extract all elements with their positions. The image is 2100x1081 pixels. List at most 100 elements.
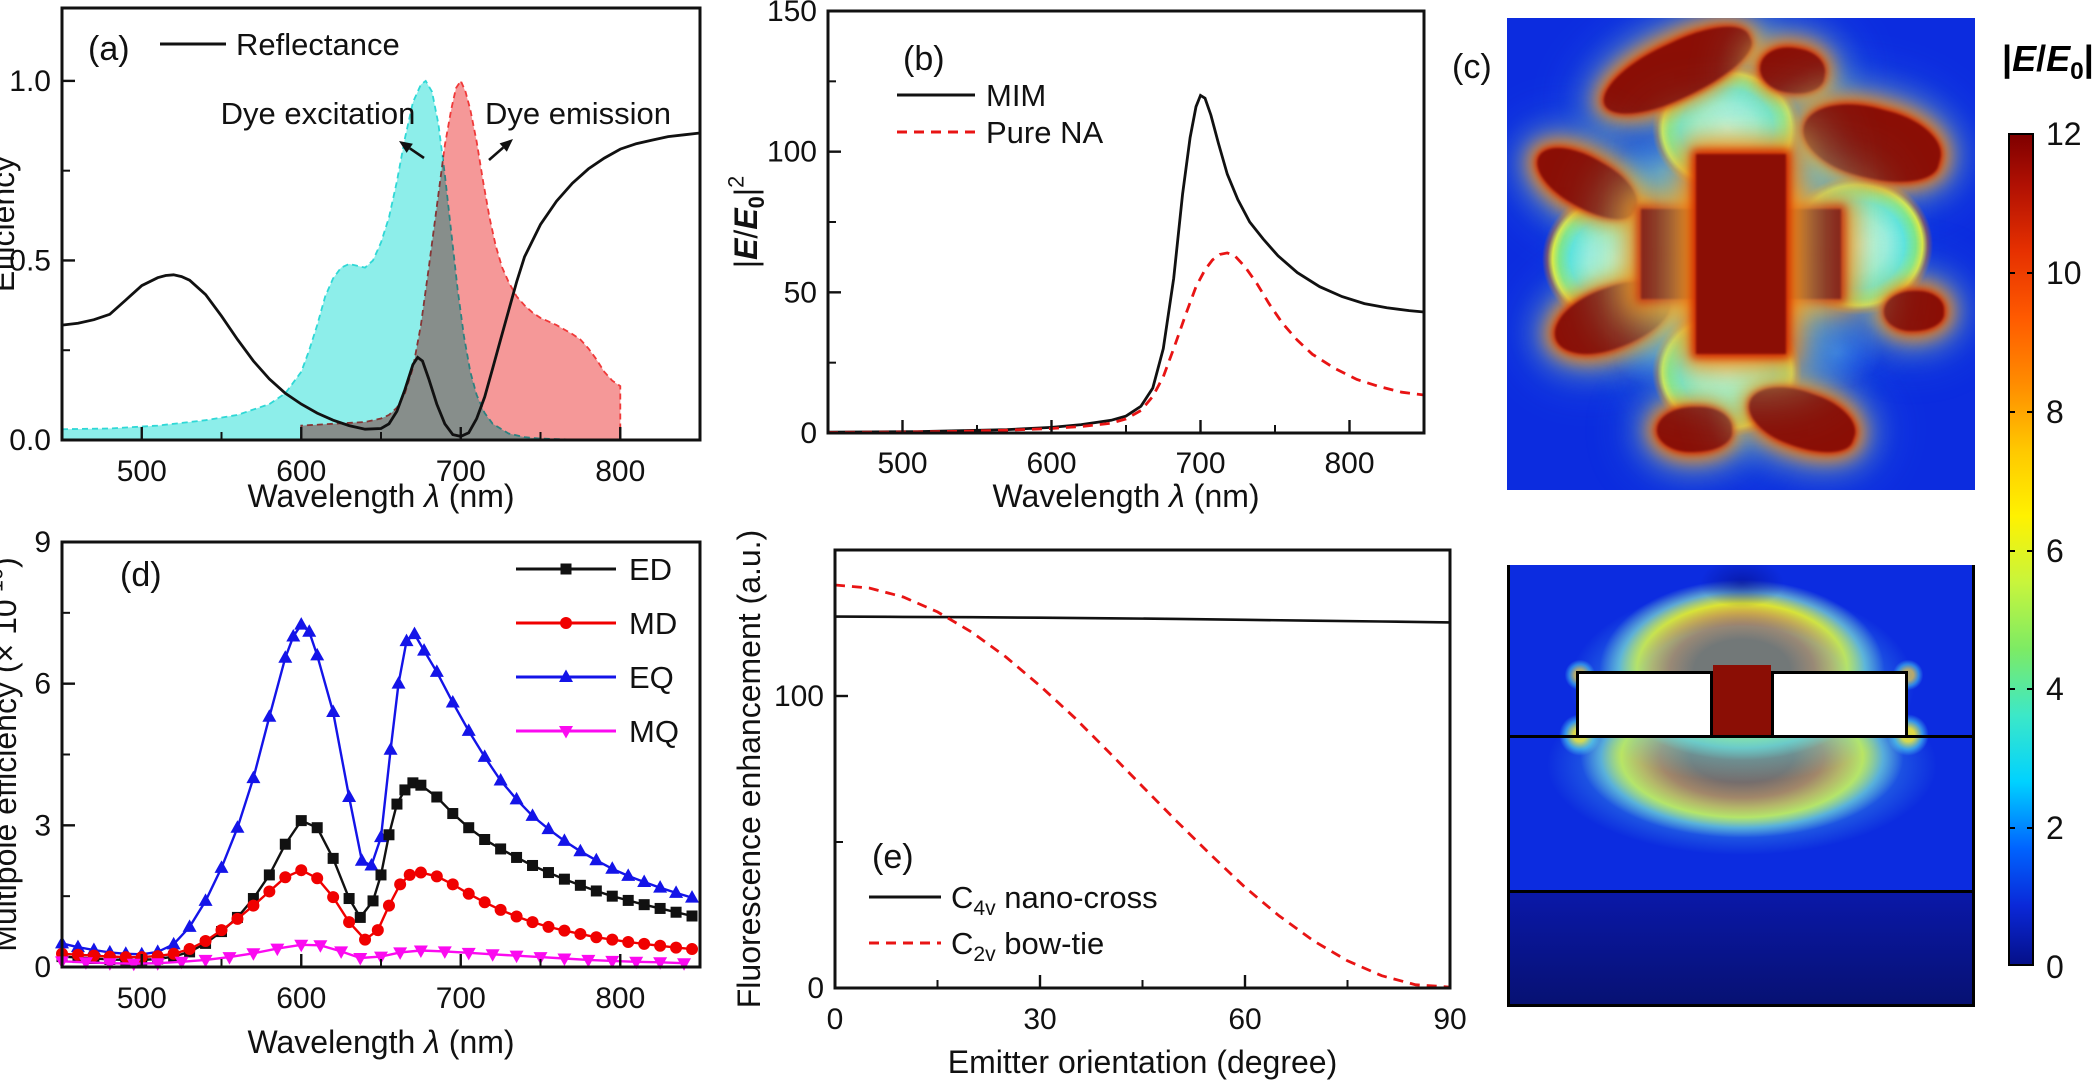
data-marker	[462, 887, 475, 900]
data-marker	[166, 936, 181, 950]
legend-label: ED	[629, 552, 672, 587]
data-marker	[461, 723, 476, 736]
data-marker	[686, 910, 698, 922]
colorbar-tick	[2008, 688, 2015, 691]
series-line-c4v-nano-cross	[834, 615, 1451, 624]
data-marker	[559, 669, 573, 682]
data-marker	[367, 895, 379, 907]
data-marker	[246, 948, 261, 961]
data-marker	[509, 791, 524, 805]
x-tick-label: 800	[595, 455, 645, 488]
data-marker	[415, 779, 427, 791]
colorbar-tick-label: 12	[2046, 116, 2082, 152]
data-marker	[605, 861, 620, 874]
axes-frame-e	[833, 548, 1452, 990]
data-marker	[558, 924, 571, 937]
colorbar-tick	[2008, 271, 2015, 274]
data-marker	[371, 924, 384, 937]
y-tick-label: 0.0	[9, 424, 51, 457]
series-markers-mq	[55, 939, 692, 972]
data-marker	[342, 789, 357, 802]
x-tick-label: 60	[1228, 1003, 1261, 1036]
data-marker	[334, 946, 349, 959]
data-marker	[183, 943, 196, 956]
data-marker	[199, 935, 212, 948]
data-marker	[247, 893, 259, 905]
legend-label: C2v bow-tie	[951, 926, 1104, 966]
data-marker	[485, 949, 500, 962]
field-map-top-view	[1507, 18, 1975, 490]
data-marker	[326, 704, 341, 717]
data-marker	[495, 843, 507, 855]
data-marker	[198, 893, 213, 906]
data-marker	[494, 903, 507, 916]
y-axis-label-e: Fluorescence enhancement (a.u.)	[731, 530, 767, 1008]
data-marker	[247, 899, 260, 912]
data-marker	[542, 867, 554, 879]
data-marker	[414, 866, 427, 879]
data-marker	[431, 791, 443, 803]
data-marker	[574, 927, 587, 940]
panel-label-d: (d)	[120, 556, 162, 594]
data-marker	[606, 933, 619, 946]
data-marker	[654, 902, 666, 914]
data-marker	[461, 947, 476, 961]
data-marker	[417, 643, 432, 656]
data-marker	[174, 956, 189, 970]
panel-c-label: (c)	[1452, 48, 1492, 86]
data-marker	[590, 885, 602, 897]
data-marker	[262, 709, 277, 722]
colorbar-title: |E/E0|	[2002, 38, 2094, 86]
data-marker	[215, 924, 228, 937]
series-line-pure-na	[827, 251, 1425, 434]
data-marker	[295, 864, 308, 877]
data-marker	[686, 943, 699, 956]
data-marker	[294, 939, 309, 953]
data-marker	[263, 869, 275, 881]
data-marker	[375, 869, 387, 881]
data-marker	[654, 939, 667, 952]
legend-marker	[559, 669, 573, 682]
series-line-mq	[61, 943, 685, 965]
y-axis-label-a: Efficiency	[0, 156, 21, 292]
data-marker	[622, 935, 635, 948]
annotation-arrowhead	[399, 141, 413, 153]
colorbar-tick	[2027, 271, 2034, 274]
substrate-surface-line	[1510, 735, 1972, 738]
data-marker	[559, 726, 573, 739]
x-axis-label-a: Wavelength λ (nm)	[247, 478, 514, 514]
data-marker	[560, 617, 572, 629]
data-marker	[437, 946, 452, 959]
y-tick-label: 1.0	[9, 65, 51, 98]
data-marker	[214, 860, 229, 873]
data-marker	[399, 784, 411, 796]
legend-label: C4v nano-cross	[951, 880, 1158, 920]
x-tick-label: 800	[1324, 447, 1374, 480]
series-markers-md	[56, 864, 699, 964]
y-tick-label: 100	[767, 136, 817, 169]
legend-marker	[559, 726, 573, 739]
data-marker	[429, 664, 444, 677]
data-marker	[677, 958, 692, 971]
data-marker	[327, 852, 339, 864]
colorbar-tick-label: 8	[2046, 393, 2064, 430]
data-marker	[581, 954, 596, 968]
x-tick-label: 600	[1026, 447, 1076, 480]
mim-gap-dielectric	[1713, 665, 1771, 738]
y-tick-label: 50	[784, 276, 817, 309]
colorbar-tick	[2008, 410, 2015, 413]
data-marker	[653, 957, 668, 970]
data-marker	[430, 870, 443, 883]
data-marker	[533, 952, 548, 965]
axes-frame-d	[60, 540, 702, 969]
legend-label: Pure NA	[986, 115, 1103, 150]
x-tick-label: 800	[595, 982, 645, 1015]
data-marker	[413, 945, 428, 958]
legend-label: MQ	[629, 714, 679, 749]
legend-marker	[560, 617, 572, 629]
data-marker	[477, 749, 492, 762]
data-marker	[383, 829, 395, 841]
data-marker	[446, 878, 459, 891]
data-marker	[541, 821, 556, 835]
y-tick-label: 0	[800, 417, 817, 450]
